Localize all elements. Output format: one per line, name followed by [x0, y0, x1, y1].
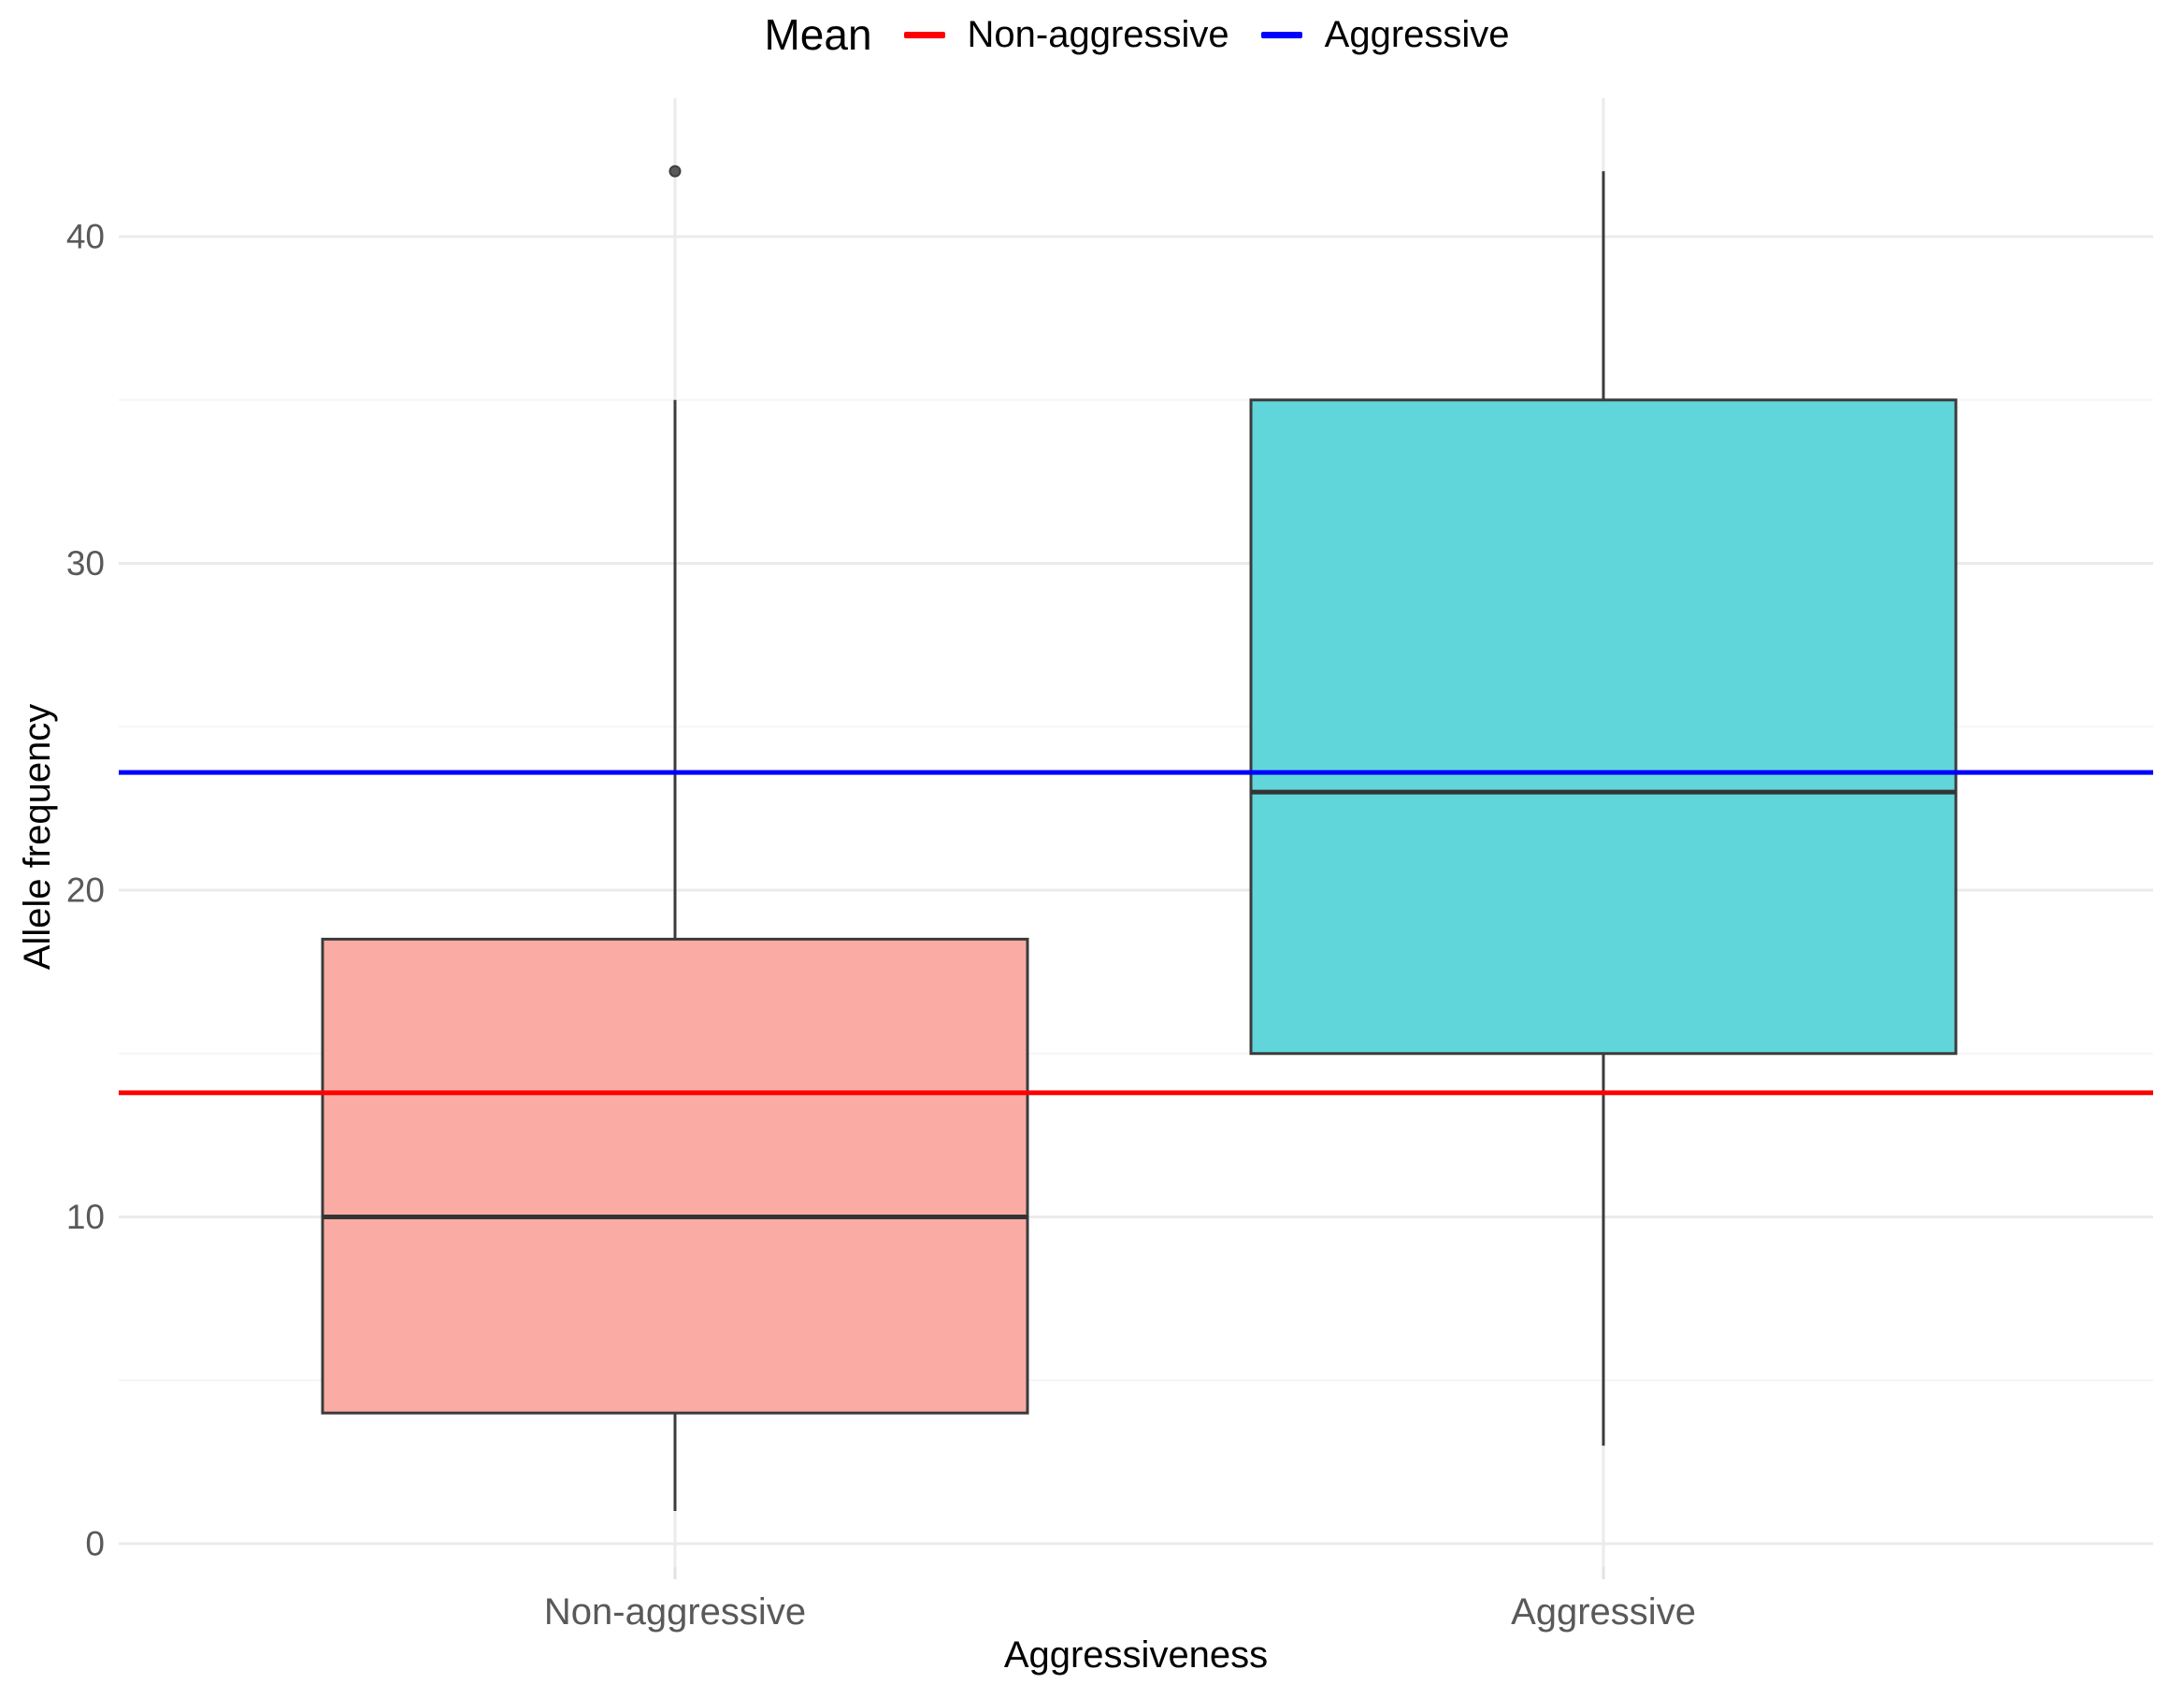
legend-item-label: Aggressive [1324, 14, 1510, 55]
legend-item-label: Non-aggressive [967, 14, 1229, 55]
x-tick-label: Non-aggressive [544, 1591, 806, 1633]
outlier-point [668, 165, 682, 178]
legend-item-non-aggressive: Non-aggressive [903, 14, 1229, 55]
legend-title: Mean [764, 10, 872, 59]
x-axis-title: Aggressiveness [1004, 1634, 1268, 1676]
box [1249, 398, 1958, 1056]
axis-layer: 0 10 20 30 40 Non-aggressive Aggressive [66, 218, 1696, 1633]
y-tick-label: 10 [66, 1198, 105, 1236]
legend-key-line-icon [903, 31, 945, 38]
y-tick-label: 40 [66, 218, 105, 256]
data-layer [119, 165, 2153, 1512]
legend: Mean Non-aggressive Aggressive [45, 13, 2184, 56]
legend-item-aggressive: Aggressive [1260, 14, 1510, 55]
y-tick-label: 0 [85, 1525, 105, 1563]
y-tick-label: 30 [66, 544, 105, 583]
y-axis-title: Allele frequency [17, 704, 58, 971]
x-tick-label: Aggressive [1511, 1591, 1696, 1633]
box [321, 937, 1029, 1415]
y-tick-label: 20 [66, 871, 105, 910]
legend-key-line-icon [1260, 31, 1302, 38]
